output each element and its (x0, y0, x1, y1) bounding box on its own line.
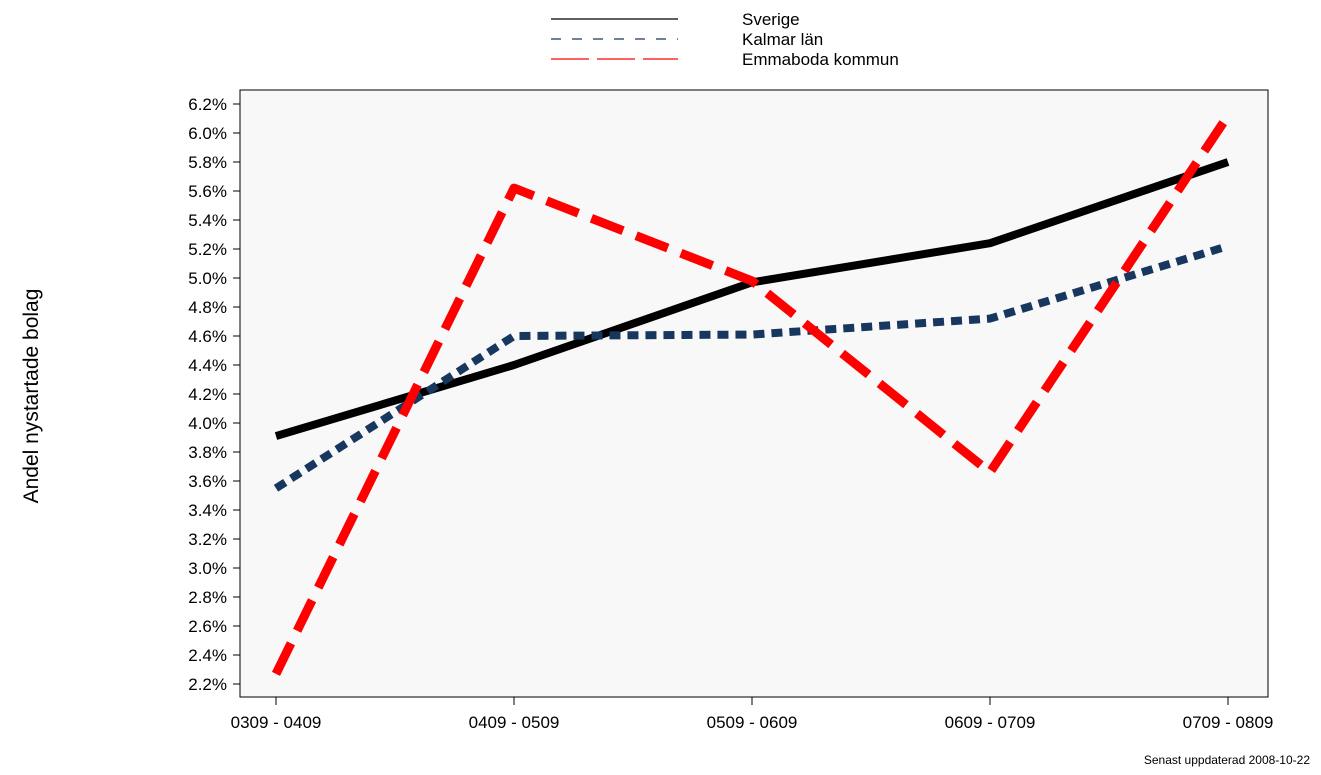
x-tick-label: 0409 - 0509 (469, 713, 560, 732)
x-tick-label: 0709 - 0809 (1183, 713, 1274, 732)
y-tick-label: 4.6% (188, 327, 227, 346)
y-axis: 2.2% 2.4% 2.6% 2.8% 3.0% 3.2% 3.4% 3.6% 3.8% 4.0%… (188, 95, 240, 694)
x-axis: 0309 - 0409 0409 - 0509 0509 - 0609 0609 - … (231, 697, 1274, 732)
y-tick-label: 4.8% (188, 298, 227, 317)
series-line-kalmar-l-n (273, 242, 1230, 492)
series-line-emmaboda-kommun (271, 113, 1232, 676)
y-tick-label: 3.4% (188, 501, 227, 520)
last-updated-note: Senast uppdaterad 2008-10-22 (1143, 753, 1310, 767)
y-tick-label: 2.2% (188, 675, 227, 694)
y-tick-label: 5.4% (188, 211, 227, 230)
y-tick-label: 4.4% (188, 356, 227, 375)
y-tick-label: 3.0% (188, 559, 227, 578)
y-tick-label: 3.6% (188, 472, 227, 491)
y-tick-label: 5.0% (188, 269, 227, 288)
y-tick-label: 2.4% (188, 646, 227, 665)
y-tick-label: 3.8% (188, 443, 227, 462)
y-tick-label: 5.8% (188, 153, 227, 172)
x-tick-label: 0609 - 0709 (945, 713, 1036, 732)
legend-label: Sverige (742, 10, 800, 29)
y-tick-label: 6.0% (188, 124, 227, 143)
x-tick-label: 0309 - 0409 (231, 713, 322, 732)
x-tick-label: 0509 - 0609 (707, 713, 798, 732)
y-tick-label: 2.8% (188, 588, 227, 607)
y-tick-label: 2.6% (188, 617, 227, 636)
legend-label: Kalmar län (742, 30, 823, 49)
y-tick-label: 5.2% (188, 240, 227, 259)
y-tick-label: 4.2% (188, 385, 227, 404)
series-layer (271, 113, 1232, 676)
plot-area (239, 89, 1269, 698)
y-axis-label: Andel nystartade bolag (20, 289, 43, 504)
y-tick-label: 4.0% (188, 414, 227, 433)
y-tick-label: 3.2% (188, 530, 227, 549)
y-tick-label: 6.2% (188, 95, 227, 114)
legend-label: Emmaboda kommun (742, 50, 899, 69)
y-tick-label: 5.6% (188, 182, 227, 201)
